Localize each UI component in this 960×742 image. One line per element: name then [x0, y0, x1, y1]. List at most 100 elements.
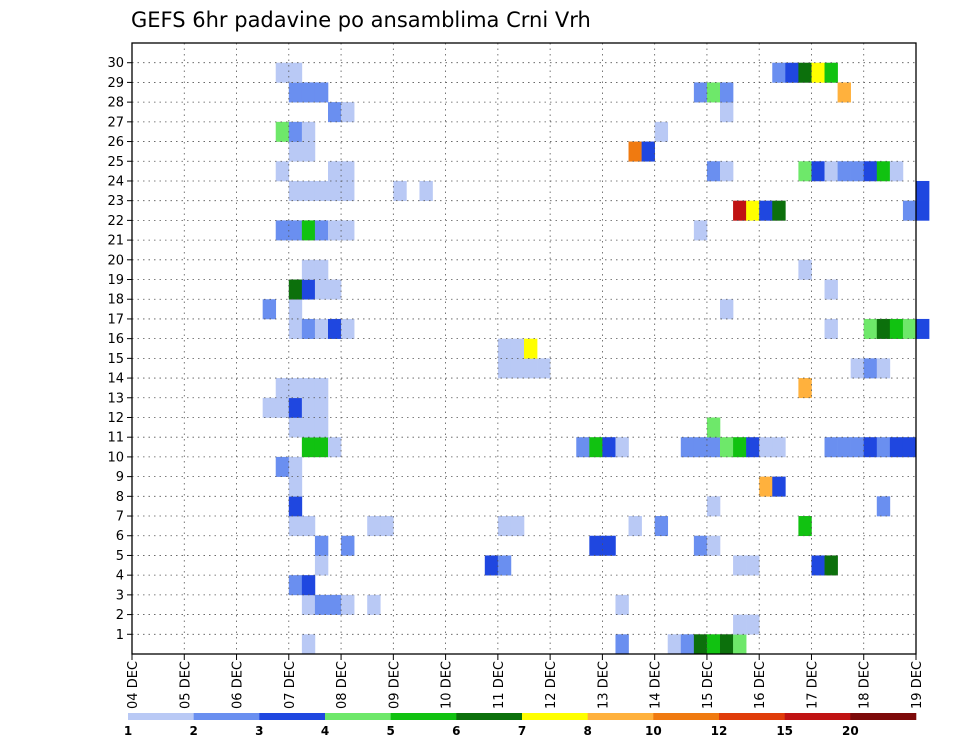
heatmap-cell — [759, 437, 773, 458]
y-tick-label: 1 — [116, 628, 124, 643]
colorbar: 1 2 3 4 5 6 7 8 10 12 15 20 — [124, 713, 917, 738]
heatmap-cell — [301, 180, 316, 201]
heatmap-cell — [693, 437, 708, 458]
heatmap-cell — [288, 378, 303, 399]
heatmap-cell — [288, 516, 303, 537]
heatmap-cell — [772, 200, 786, 221]
heatmap-cell — [680, 634, 695, 655]
x-tick-label: 08 DEC — [335, 661, 350, 709]
colorbar-label: 10 — [645, 724, 662, 738]
heatmap-cell — [288, 417, 303, 438]
colorbar-swatch — [128, 713, 194, 720]
heatmap-cell — [341, 220, 355, 241]
heatmap-cell — [314, 378, 329, 399]
heatmap-cell — [301, 279, 316, 300]
y-tick-label: 20 — [107, 253, 124, 268]
heatmap-cell — [720, 161, 734, 182]
y-tick-label: 9 — [116, 470, 124, 485]
colorbar-swatch — [259, 713, 326, 720]
y-tick-label: 12 — [107, 411, 124, 426]
x-tick-label: 05 DEC — [178, 661, 193, 709]
heatmap-cell — [772, 62, 786, 83]
heatmap-cell — [288, 62, 303, 83]
heatmap-cell — [341, 535, 355, 556]
colorbar-label: 1 — [124, 724, 132, 738]
heatmap-cell — [288, 496, 303, 517]
heatmap-cell — [759, 476, 773, 497]
heatmap-cell — [288, 476, 303, 497]
heatmap-cell — [902, 437, 917, 458]
heatmap-cell — [876, 318, 891, 339]
heatmap-cell — [706, 437, 721, 458]
heatmap-cell — [720, 437, 734, 458]
heatmap-cell — [275, 121, 290, 142]
y-tick-label: 29 — [107, 76, 124, 91]
heatmap-cell — [654, 121, 669, 142]
heatmap-cell — [314, 555, 329, 576]
heatmap-cell — [314, 259, 329, 280]
heatmap-cell — [314, 82, 329, 103]
heatmap-cell — [328, 161, 342, 182]
heatmap-cell — [706, 417, 721, 438]
heatmap-cell — [720, 102, 734, 123]
heatmap-cell — [393, 180, 407, 201]
heatmap-cell — [275, 161, 290, 182]
heatmap-cell — [484, 555, 499, 576]
heatmap-cell — [275, 397, 290, 418]
y-tick-label: 10 — [107, 450, 124, 465]
heatmap-cell — [301, 141, 316, 162]
heatmap-cell — [902, 318, 917, 339]
heatmap-cell — [916, 180, 930, 201]
y-tick-label: 25 — [107, 155, 124, 170]
heatmap-cell — [628, 141, 642, 162]
heatmap-cell — [288, 575, 303, 596]
heatmap-cell — [733, 614, 747, 635]
heatmap-cell — [811, 555, 825, 576]
colorbar-swatch — [193, 713, 260, 720]
y-tick-label: 30 — [107, 56, 124, 71]
heatmap-cell — [314, 318, 329, 339]
y-tick-label: 17 — [107, 312, 124, 327]
heatmap-cell — [328, 180, 342, 201]
heatmap-cell — [288, 180, 303, 201]
y-tick-label: 18 — [107, 293, 124, 308]
heatmap-cell — [262, 299, 277, 320]
heatmap-cell — [824, 437, 838, 458]
y-tick-label: 7 — [116, 510, 124, 525]
y-tick-label: 26 — [107, 135, 124, 150]
heatmap-cell — [314, 180, 329, 201]
colorbar-swatch — [390, 713, 457, 720]
heatmap-cell — [341, 102, 355, 123]
heatmap-cell — [785, 62, 799, 83]
heatmap-cell — [497, 555, 512, 576]
colorbar-swatch — [653, 713, 720, 720]
heatmap-cell — [510, 338, 525, 359]
heatmap-cell — [902, 200, 917, 221]
heatmap-cell — [328, 437, 342, 458]
heatmap-cell — [288, 279, 303, 300]
heatmap-cell — [419, 180, 433, 201]
heatmap-cell — [824, 318, 838, 339]
x-tick-label: 14 DEC — [649, 661, 664, 709]
y-tick-label: 13 — [107, 391, 124, 406]
heatmap-cell — [798, 516, 812, 537]
heatmap-cell — [497, 516, 512, 537]
heatmap-cell — [288, 82, 303, 103]
heatmap-cell — [341, 318, 355, 339]
x-tick-label: 10 DEC — [440, 661, 455, 709]
heatmap-cell — [314, 535, 329, 556]
y-tick-label: 21 — [107, 234, 124, 249]
heatmap-cell — [746, 555, 760, 576]
x-tick-label: 16 DEC — [753, 661, 768, 709]
heatmap-cell — [916, 318, 930, 339]
heatmap-cell — [314, 594, 329, 615]
heatmap-cell — [615, 634, 629, 655]
heatmap-cell — [510, 358, 525, 379]
heatmap-cell — [798, 378, 812, 399]
plot-frame — [131, 42, 917, 655]
heatmap-cell — [288, 397, 303, 418]
colorbar-swatch — [784, 713, 851, 720]
heatmap-cell — [863, 437, 878, 458]
y-tick-label: 22 — [107, 214, 124, 229]
